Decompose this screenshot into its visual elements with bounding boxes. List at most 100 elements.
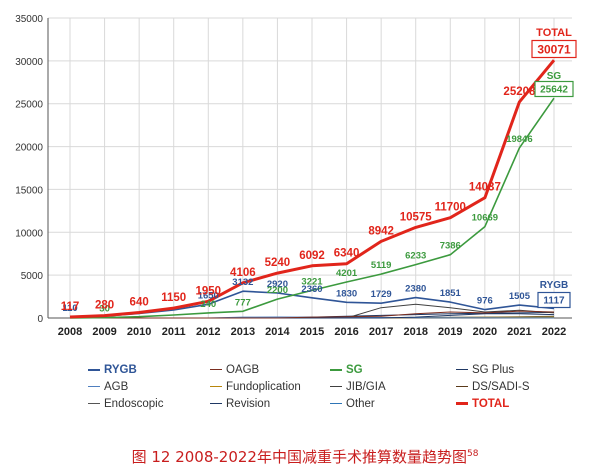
trend-line-chart: 0 5000 10000 15000 20000 25000 30000 35000 2008 2… xyxy=(15,14,577,338)
y-tick-label: 30000 xyxy=(15,57,43,68)
data-label-sg: 5119 xyxy=(371,260,392,271)
x-tick-label: 2017 xyxy=(369,326,393,338)
y-tick-label: 15000 xyxy=(15,185,43,196)
data-label-sg: 2200 xyxy=(267,285,288,296)
data-label-total: 117 xyxy=(61,301,80,313)
x-tick-label: 2010 xyxy=(127,326,151,338)
data-label-rygb: 110 xyxy=(62,303,77,314)
legend-swatch xyxy=(88,386,100,388)
data-label-sg: 3221 xyxy=(301,276,323,287)
figure-caption: 图 12 2008-2022年中国减重手术推算数量趋势图58 xyxy=(0,446,610,467)
rygb-end-value: 1117 xyxy=(543,296,565,307)
legend-label: Fundoplication xyxy=(226,381,301,393)
legend-label: Other xyxy=(346,398,375,410)
x-tick-label: 2016 xyxy=(334,326,358,338)
data-label-total: 10575 xyxy=(400,211,433,223)
legend-item-sgplus: SG Plus xyxy=(456,362,514,378)
y-tick-label: 10000 xyxy=(15,228,43,239)
series-line-oagb xyxy=(70,310,555,319)
x-tick-label: 2013 xyxy=(231,326,255,338)
data-label-total: 6340 xyxy=(334,248,360,260)
data-label-sg: 19846 xyxy=(506,134,532,145)
legend-swatch xyxy=(210,369,222,371)
data-label-total: 14037 xyxy=(469,182,501,194)
sg-end-value: 25642 xyxy=(540,85,568,96)
data-label-rygb: 2380 xyxy=(405,284,426,295)
total-end-box xyxy=(531,39,577,59)
x-tick-label: 2009 xyxy=(92,326,116,338)
rygb-end-tag: RYGB xyxy=(540,280,569,291)
legend-item-sg: SG xyxy=(330,362,363,378)
y-tick-label: 35000 xyxy=(15,14,43,25)
legend-label: Revision xyxy=(226,398,271,410)
legend-item-jib: JIB/GIA xyxy=(330,379,386,395)
data-label-total: 640 xyxy=(130,297,149,309)
legend-item-rygb: RYGB xyxy=(88,362,137,378)
total-end-value: 30071 xyxy=(537,42,571,56)
y-tick-label: 25000 xyxy=(15,100,43,111)
legend-label: SG xyxy=(346,364,363,376)
y-tick-label: 0 xyxy=(37,314,43,325)
data-label-sg: 10669 xyxy=(472,213,498,224)
legend-swatch xyxy=(456,386,468,388)
data-label-rygb: 976 xyxy=(477,296,493,307)
legend-swatch xyxy=(210,403,222,405)
caption-reference: 58 xyxy=(466,449,479,459)
data-label-total: 5240 xyxy=(265,257,291,269)
data-label-sg: 6233 xyxy=(405,251,426,262)
data-label-rygb: 1729 xyxy=(371,289,392,300)
legend-label: Endoscopic xyxy=(104,398,164,410)
x-tick-label: 2015 xyxy=(300,326,324,338)
rygb-end-box xyxy=(537,291,571,309)
legend-item-other: Other xyxy=(330,396,375,412)
data-label-total: 11700 xyxy=(435,202,466,214)
data-label-total: 1950 xyxy=(195,285,221,297)
x-tick-label: 2019 xyxy=(438,326,462,338)
sg-end-tag: SG xyxy=(547,71,562,82)
legend-swatch xyxy=(88,403,100,405)
data-label-rygb: 1505 xyxy=(509,291,531,302)
data-label-total: 1150 xyxy=(161,292,186,304)
data-label-rygb: 2360 xyxy=(301,284,322,295)
x-tick-label: 2014 xyxy=(265,326,290,338)
y-tick-label: 20000 xyxy=(15,143,43,154)
legend-label: RYGB xyxy=(104,364,137,376)
data-label-total: 25208 xyxy=(503,86,536,98)
legend-swatch xyxy=(330,368,342,371)
legend-label: OAGB xyxy=(226,364,260,376)
data-label-total: 8942 xyxy=(368,225,394,237)
data-label-sg: 240 xyxy=(200,299,216,310)
legend-label: AGB xyxy=(104,381,129,393)
chart-legend: RYGB OAGB SG SG Plus AGB Fundoplication JIB/GI… xyxy=(88,362,608,414)
legend-swatch xyxy=(330,403,342,405)
data-label-sg: 4201 xyxy=(336,268,358,279)
legend-swatch xyxy=(456,402,468,406)
legend-item-revision: Revision xyxy=(210,396,270,412)
x-tick-label: 2018 xyxy=(403,326,427,338)
x-tick-label: 2022 xyxy=(542,326,566,338)
total-end-tag: TOTAL xyxy=(536,27,572,39)
x-tick-label: 2020 xyxy=(473,326,497,338)
legend-label: DS/SADI-S xyxy=(472,381,530,393)
legend-item-fundo: Fundoplication xyxy=(210,379,301,395)
legend-swatch xyxy=(210,386,222,388)
x-tick-label: 2012 xyxy=(196,326,220,338)
x-tick-label: 2011 xyxy=(162,326,186,338)
legend-item-oagb: OAGB xyxy=(210,362,259,378)
data-label-rygb: 3132 xyxy=(232,277,253,288)
legend-item-ds: DS/SADI-S xyxy=(456,379,530,395)
series-line-total xyxy=(69,59,556,319)
data-label-sg: 30 xyxy=(99,304,110,315)
data-label-rygb: 1851 xyxy=(440,288,462,299)
data-label-total: 6092 xyxy=(299,250,325,262)
legend-label: JIB/GIA xyxy=(346,381,386,393)
legend-label: SG Plus xyxy=(472,364,515,376)
legend-item-endo: Endoscopic xyxy=(88,396,163,412)
series-line-sg xyxy=(69,97,555,319)
legend-label: TOTAL xyxy=(472,398,510,410)
data-label-rygb: 2920 xyxy=(267,279,288,290)
x-tick-label: 2021 xyxy=(507,326,531,338)
data-label-sg: 777 xyxy=(235,297,251,308)
data-label-rygb: 1830 xyxy=(336,288,357,299)
chart-frame: 0 5000 10000 15000 20000 25000 30000 35000 2008 2… xyxy=(15,14,608,414)
